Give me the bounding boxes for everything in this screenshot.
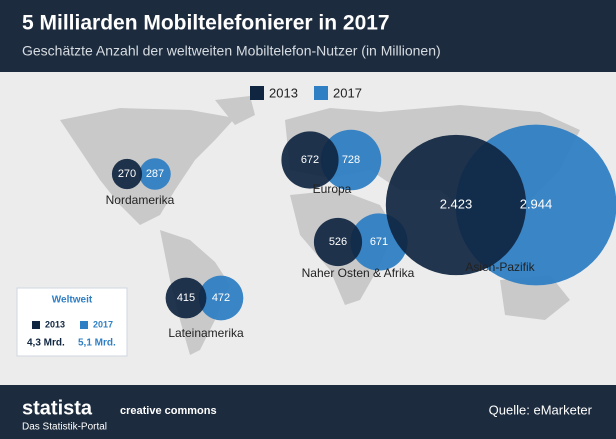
value-label: 472	[212, 292, 230, 304]
value-label: 671	[370, 236, 388, 248]
legend-label: 2017	[333, 85, 362, 100]
legend: 2013 2017	[250, 85, 362, 100]
total-year: 2013	[45, 319, 65, 329]
region-label: Nordamerika	[106, 193, 175, 207]
region-label: Europa	[313, 182, 352, 196]
value-label: 672	[301, 154, 319, 166]
legend-swatch	[314, 86, 328, 100]
value-label: 728	[342, 154, 360, 166]
header	[0, 0, 616, 72]
value-label: 270	[118, 168, 136, 180]
region-label: Asien-Pazifik	[465, 260, 535, 274]
tagline: Das Statistik-Portal	[22, 422, 107, 433]
bubble	[139, 158, 171, 190]
bubble	[281, 131, 339, 189]
value-label: 526	[329, 236, 347, 248]
total-swatch	[32, 321, 40, 329]
bubble	[111, 158, 143, 190]
legend-label: 2013	[269, 85, 298, 100]
legend-swatch	[250, 86, 264, 100]
bubble	[165, 277, 207, 319]
chart-subtitle: Geschätzte Anzahl der weltweiten Mobilte…	[22, 43, 441, 59]
bubble	[320, 129, 382, 191]
value-label: 287	[146, 168, 164, 180]
chart-title: 5 Milliarden Mobiltelefonierer in 2017	[22, 12, 390, 35]
value-label: 2.944	[520, 196, 553, 211]
region-label: Lateinamerika	[168, 326, 244, 340]
brand: statista	[22, 397, 93, 419]
license: creative commons	[120, 405, 217, 417]
value-label: 2.423	[440, 196, 473, 211]
total-value: 5,1 Mrd.	[78, 338, 116, 349]
total-year: 2017	[93, 319, 113, 329]
bubble	[198, 275, 244, 321]
total-box: Weltweit 2013 2017 4,3 Mrd. 5,1 Mrd.	[16, 287, 128, 357]
value-label: 415	[177, 292, 195, 304]
total-title: Weltweit	[52, 295, 93, 306]
bubble	[385, 134, 527, 276]
bubble	[313, 217, 363, 267]
bubbles: 270 287 Nordamerika 672 728 Europa 526 671 Naher…	[106, 124, 616, 340]
total-swatch	[80, 321, 88, 329]
source: Quelle: eMarketer	[489, 402, 593, 417]
total-value: 4,3 Mrd.	[27, 338, 65, 349]
footer	[0, 385, 616, 439]
region-label: Naher Osten & Afrika	[302, 266, 415, 280]
